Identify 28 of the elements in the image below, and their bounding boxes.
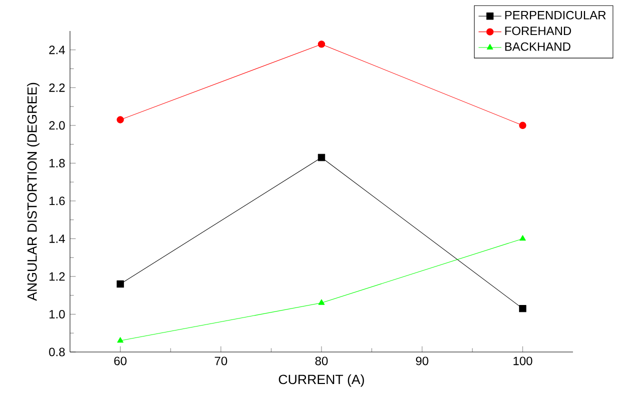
y-tick-label: 1.6: [50, 196, 65, 206]
legend-label: BACKHAND: [505, 42, 570, 51]
x-tick-label: 80: [315, 356, 328, 366]
y-tick-label: 1.0: [50, 310, 65, 318]
x-tick-label: 60: [114, 356, 127, 366]
y-tick-label: 2.2: [49, 83, 65, 92]
y-tick-label: 2.0: [49, 121, 65, 130]
x-tick-label: 100: [514, 356, 532, 366]
y-axis-title: ANGULAR DISTORTION (DEGREE): [27, 82, 40, 301]
y-tick-label: 0.8: [49, 348, 65, 356]
y-tick-label: 1.8: [50, 158, 65, 168]
point: [116, 280, 124, 288]
legend-label: FOREHAND: [505, 26, 572, 36]
x-axis-title: CURRENT (A): [278, 374, 364, 387]
y-tick-label: 1.4: [50, 234, 65, 243]
point: [520, 235, 526, 241]
x-tick-label: 90: [416, 356, 428, 366]
point: [318, 154, 326, 162]
point: [116, 116, 124, 124]
point: [318, 40, 326, 48]
point: [318, 299, 325, 305]
legend-label: PERPENDICULAR: [505, 10, 606, 20]
x-tick-label: 70: [214, 356, 228, 366]
point: [117, 337, 124, 343]
point: [519, 122, 526, 130]
y-tick-label: 2.4: [49, 46, 65, 54]
y-tick-label: 1.2: [50, 272, 65, 281]
point: [519, 304, 526, 312]
